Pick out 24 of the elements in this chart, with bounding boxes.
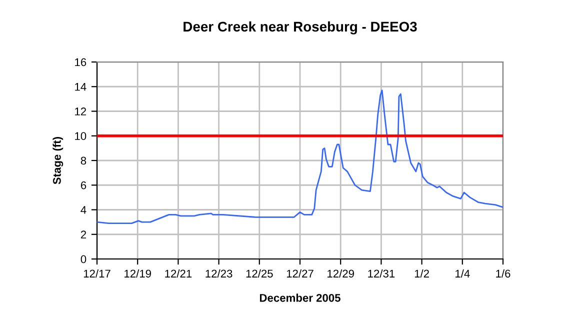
chart-title: Deer Creek near Roseburg - DEEO3 bbox=[184, 21, 417, 34]
y-tick-label: 10 bbox=[75, 132, 86, 140]
x-tick-label: 1/6 bbox=[496, 269, 510, 278]
y-tick-label: 16 bbox=[75, 58, 86, 66]
y-tick-label: 2 bbox=[80, 230, 86, 238]
x-tick-label: 12/31 bbox=[368, 269, 395, 278]
x-axis-title: December 2005 bbox=[260, 294, 340, 302]
x-tick-label: 12/27 bbox=[286, 269, 314, 278]
x-tick-label: 12/25 bbox=[246, 269, 273, 278]
y-tick-label: 14 bbox=[75, 83, 86, 91]
y-tick-label: 12 bbox=[75, 108, 86, 116]
x-tick-label: 12/19 bbox=[124, 269, 151, 278]
x-tick-label: 1/4 bbox=[456, 269, 470, 278]
x-tick-label: 12/21 bbox=[165, 269, 192, 278]
x-tick-label: 12/23 bbox=[206, 269, 232, 278]
x-tick-label: 12/17 bbox=[84, 269, 110, 278]
y-tick-label: 0 bbox=[80, 255, 86, 264]
y-tick-label: 6 bbox=[80, 181, 86, 190]
y-tick-label: 8 bbox=[80, 156, 86, 165]
x-tick-label: 1/2 bbox=[414, 269, 429, 278]
line-series bbox=[97, 90, 503, 224]
x-tick-label: 12/29 bbox=[328, 269, 354, 278]
y-axis-title: Stage (ft) bbox=[52, 136, 64, 184]
y-tick-label: 4 bbox=[80, 206, 86, 214]
